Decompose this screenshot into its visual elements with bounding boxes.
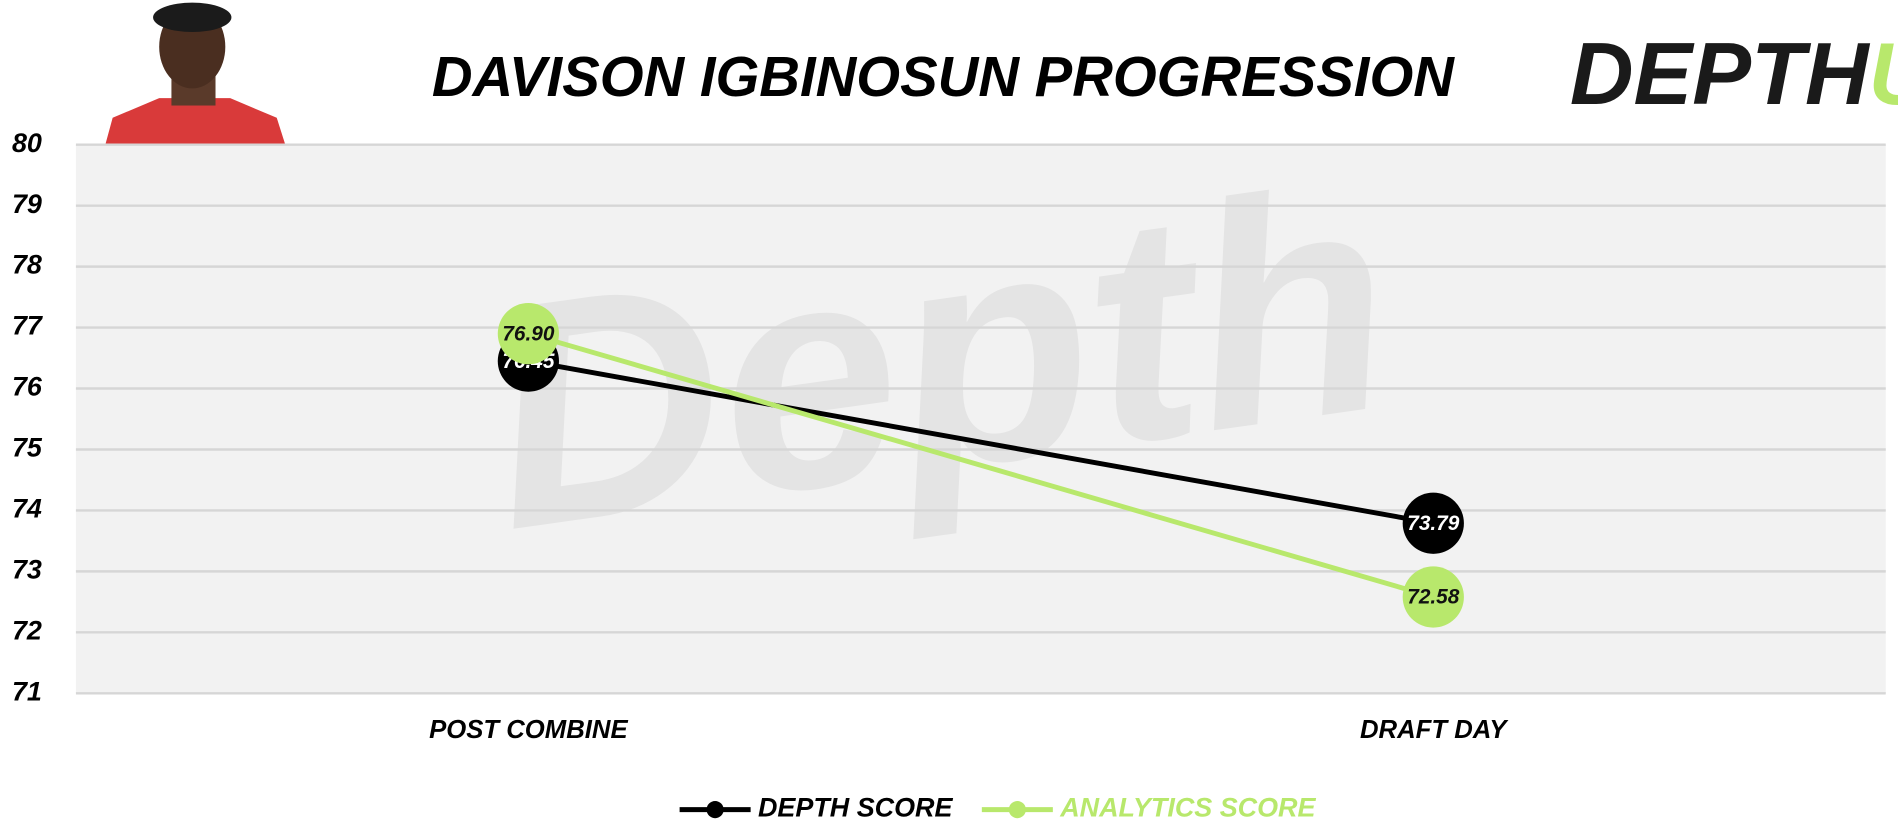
logo-accent: U xyxy=(1869,24,1898,123)
x-tick-label: POST COMBINE xyxy=(429,716,628,744)
y-tick-label: 75 xyxy=(12,433,43,463)
legend-marker xyxy=(1008,801,1026,819)
data-label: 76.90 xyxy=(502,322,554,345)
data-label: 73.79 xyxy=(1407,512,1459,535)
player-photo xyxy=(105,2,286,145)
logo: DEPTHU xyxy=(1570,24,1898,123)
y-tick-label: 72 xyxy=(12,615,42,645)
series-line xyxy=(527,331,1434,600)
y-tick-label: 78 xyxy=(12,250,42,280)
legend-label: DEPTH SCORE xyxy=(758,793,954,823)
marker xyxy=(1402,566,1464,628)
x-tick-label: DRAFT DAY xyxy=(1360,716,1509,744)
plot-area xyxy=(75,144,1886,694)
legend-marker xyxy=(706,801,724,819)
legend-label: ANALYTICS SCORE xyxy=(1059,793,1316,823)
chart-title: DAVISON IGBINOSUN PROGRESSION xyxy=(432,45,1455,108)
y-tick-label: 74 xyxy=(12,494,42,524)
marker xyxy=(1402,492,1464,554)
data-label: 72.58 xyxy=(1407,586,1459,609)
y-tick-label: 80 xyxy=(12,128,42,158)
y-tick-label: 79 xyxy=(12,189,42,219)
y-tick-label: 77 xyxy=(12,311,44,341)
y-tick-label: 76 xyxy=(12,372,43,402)
logo-text: DEPTH xyxy=(1570,24,1871,123)
marker xyxy=(497,303,559,365)
y-tick-label: 73 xyxy=(12,554,42,584)
y-tick-label: 71 xyxy=(12,676,42,706)
series-line xyxy=(527,358,1434,526)
